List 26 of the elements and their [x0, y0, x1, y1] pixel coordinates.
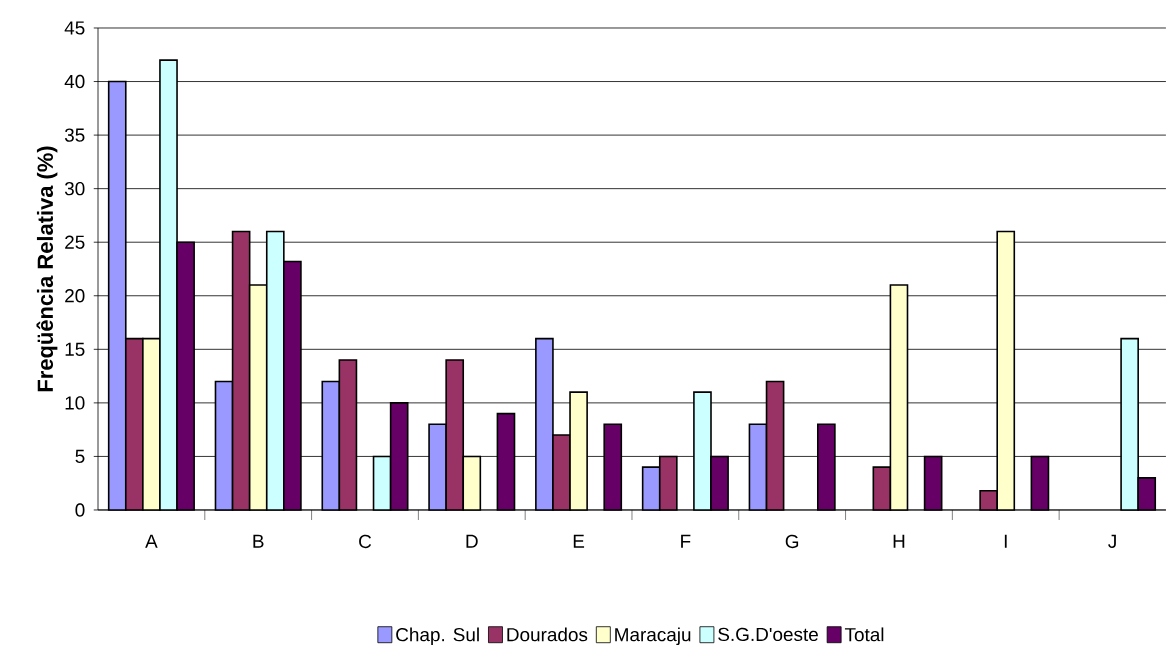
y-tick-label: 30 — [64, 181, 85, 196]
y-tick-label: 40 — [64, 74, 85, 89]
x-tick-label: F — [681, 534, 691, 548]
x-tick-label: H — [893, 534, 905, 548]
x-tick-label: A — [145, 534, 158, 548]
y-tick-label: 20 — [65, 289, 85, 303]
x-tick-label: E — [573, 534, 585, 548]
y-tick-label: 25 — [65, 235, 85, 249]
y-tick-label: 35 — [64, 128, 85, 142]
x-tick-label: G — [785, 534, 799, 549]
x-tick-label: C — [359, 534, 372, 549]
y-tick-label: 15 — [65, 342, 85, 356]
legend-label: Dourados — [507, 627, 588, 642]
y-axis-title: Freqüência Relativa (%) — [36, 146, 58, 392]
y-tick-label: 0 — [75, 503, 85, 517]
legend-label: S.G.D'oeste — [718, 627, 818, 642]
x-tick-label: J — [1108, 534, 1116, 548]
legend-label: Total — [844, 627, 884, 642]
x-tick-label: I — [1004, 534, 1007, 548]
legend-label: Maracaju — [615, 627, 691, 646]
x-tick-label: B — [253, 534, 264, 548]
y-tick-label: 10 — [65, 396, 85, 410]
legend-label: Chap. Sul — [396, 627, 479, 646]
y-tick-label: 5 — [75, 449, 85, 464]
x-tick-label: D — [466, 534, 478, 548]
y-tick-label: 45 — [64, 21, 85, 35]
